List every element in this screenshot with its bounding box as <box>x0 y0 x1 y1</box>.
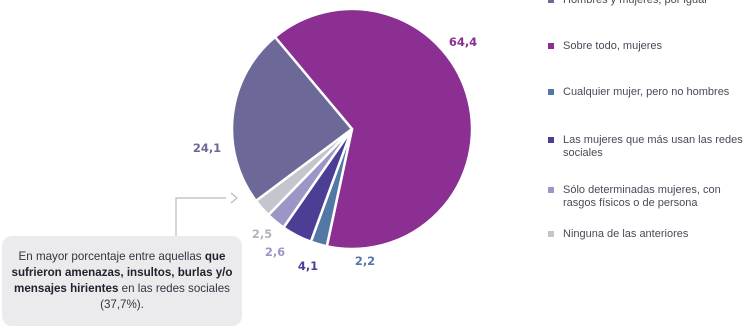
legend-label: Cualquier mujer, pero no hombres <box>563 86 730 98</box>
callout-connector-line <box>175 197 226 236</box>
pie-slices <box>230 7 474 251</box>
legend-swatch <box>548 231 554 237</box>
value-label-mujeres-mas-usan: 4,1 <box>298 259 318 273</box>
legend-item-3: Cualquier mujer, pero no hombres <box>548 86 753 99</box>
legend-item-5: Sólo determinadas mujeres, con rasgos fí… <box>548 184 753 210</box>
legend-label: Hombres y mujeres, por igual <box>563 0 707 6</box>
legend-label: Sobre todo, mujeres <box>563 40 663 52</box>
legend-item-4: Las mujeres que más usan las redes socia… <box>548 134 753 160</box>
pie-slice-hombres-y-mujeres <box>230 35 354 203</box>
legend-swatch <box>548 89 554 95</box>
value-label-sobre-todo-mujeres: 64,4 <box>449 35 477 49</box>
legend-item-2: Sobre todo, mujeres <box>548 40 753 53</box>
pie-slice-sobre-todo-mujeres <box>273 7 474 251</box>
callout-text-intro: En mayor porcentaje entre aquellas <box>18 250 202 263</box>
legend-swatch <box>548 187 554 193</box>
legend-swatch <box>548 43 554 49</box>
callout-text: En mayor porcentaje entre aquellas que s… <box>2 249 242 313</box>
legend-swatch <box>548 137 554 143</box>
value-label-hombres-y-mujeres: 24,1 <box>193 141 221 155</box>
legend-item-1: Hombres y mujeres, por igual <box>548 0 753 7</box>
value-label-cualquier-mujer: 2,2 <box>355 254 375 268</box>
value-label-ninguna: 2,5 <box>252 227 272 241</box>
legend-item-6: Ninguna de las anteriores <box>548 228 753 241</box>
legend-swatch <box>548 0 554 3</box>
legend-label: Ninguna de las anteriores <box>563 228 689 240</box>
pie-value-labels: 64,4 2,2 4,1 2,6 2,5 24,1 <box>193 35 477 273</box>
callout-text-outro: en las redes sociales (37,7%). <box>100 282 230 311</box>
callout-box: En mayor porcentaje entre aquellas que s… <box>2 236 242 326</box>
value-label-determinadas-mujeres: 2,6 <box>265 245 285 259</box>
legend-label: Sólo determinadas mujeres, con rasgos fí… <box>563 184 721 209</box>
callout-text-emphasis: que sufrieron amenazas, insultos, burlas… <box>11 250 233 295</box>
legend-label: Las mujeres que más usan las redes socia… <box>563 134 743 159</box>
callout-connector-arrow <box>230 192 238 204</box>
